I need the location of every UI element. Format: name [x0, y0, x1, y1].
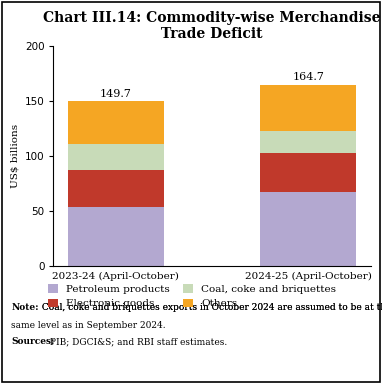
Text: 149.7: 149.7	[100, 89, 132, 99]
Title: Chart III.14: Commodity-wise Merchandise
Trade Deficit: Chart III.14: Commodity-wise Merchandise…	[43, 10, 381, 41]
Bar	[68, 101, 164, 144]
Bar	[260, 192, 356, 266]
Text: same level as in September 2024.: same level as in September 2024.	[11, 321, 166, 329]
Text: Coal, coke and briquettes exports in October 2024 are assumed to be at the: Coal, coke and briquettes exports in Oct…	[39, 303, 382, 312]
Bar	[68, 207, 164, 266]
Text: Coal, coke and briquettes exports in October 2024 are assumed to be at the same : Coal, coke and briquettes exports in Oct…	[39, 303, 382, 312]
Bar	[68, 144, 164, 170]
Bar	[260, 131, 356, 153]
Y-axis label: US$ billions: US$ billions	[10, 124, 19, 188]
Text: PIB; DGCI&S; and RBI staff estimates.: PIB; DGCI&S; and RBI staff estimates.	[47, 337, 227, 346]
Bar	[260, 85, 356, 131]
Text: Note:: Note:	[11, 303, 39, 312]
Text: Sources:: Sources:	[11, 337, 55, 346]
Bar	[68, 170, 164, 207]
Text: 164.7: 164.7	[292, 72, 324, 82]
Bar	[260, 153, 356, 192]
Legend: Petroleum products, Electronic goods, Coal, coke and briquettes, Others: Petroleum products, Electronic goods, Co…	[44, 280, 340, 313]
